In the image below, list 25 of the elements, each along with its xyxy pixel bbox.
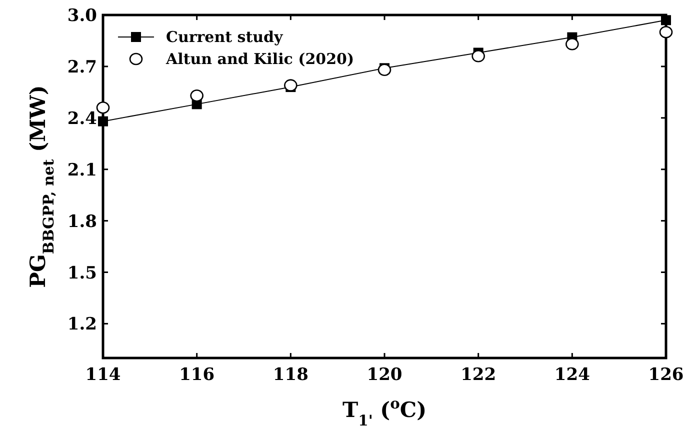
x-tick-label: 124 (554, 365, 590, 385)
x-axis-title: T$_{1'}$ ($^{o}$C) (342, 396, 427, 427)
x-tick-label: 120 (366, 365, 402, 385)
legend-label: Current study (166, 28, 284, 46)
y-tick-label: 2.1 (67, 160, 97, 180)
point (566, 38, 579, 50)
x-tick-label: 126 (648, 365, 684, 385)
x-tick-label: 116 (179, 365, 215, 385)
point (98, 116, 108, 126)
y-tick-label: 1.5 (67, 263, 97, 284)
y-tick-label: 3.0 (67, 6, 98, 26)
y-tick-label: 2.7 (67, 57, 97, 78)
point (659, 26, 673, 38)
legend-label: Altun and Kilic (2020) (165, 50, 354, 68)
y-tick-label: 2.4 (67, 108, 98, 129)
point (96, 101, 110, 114)
point (661, 15, 671, 26)
point (284, 79, 298, 92)
x-tick-label: 122 (460, 365, 496, 385)
y-tick-label: 1.2 (67, 314, 97, 335)
point (472, 50, 485, 62)
point (378, 64, 392, 76)
y-tick-label: 1.8 (67, 212, 97, 232)
x-tick-label: 114 (85, 365, 121, 385)
x-tick-label: 118 (272, 365, 308, 385)
